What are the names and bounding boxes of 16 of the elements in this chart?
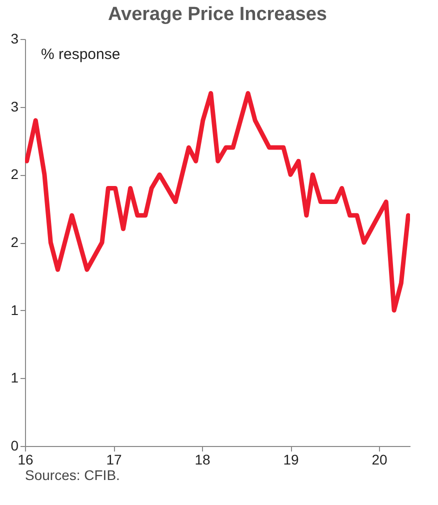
x-tick-label: 17 [106,452,122,468]
x-tick-label: 18 [194,452,211,468]
y-tick-label: 2 [10,166,19,182]
x-tick-label: 19 [283,452,300,468]
y-tick-label: 1 [10,370,19,386]
x-tick-label: 20 [372,452,388,468]
annotation: % response [41,46,120,63]
x-tick-label: 16 [18,452,34,468]
source-note: Sources: CFIB. [25,467,120,483]
y-tick-label: 3 [10,98,19,114]
y-tick-label: 0 [10,438,19,454]
chart-title: Average Price Increases [108,4,328,25]
y-tick-label: 2 [10,234,19,250]
y-tick-label: 1 [10,302,19,318]
line-series [25,91,410,313]
y-tick-label: 3 [10,30,19,46]
